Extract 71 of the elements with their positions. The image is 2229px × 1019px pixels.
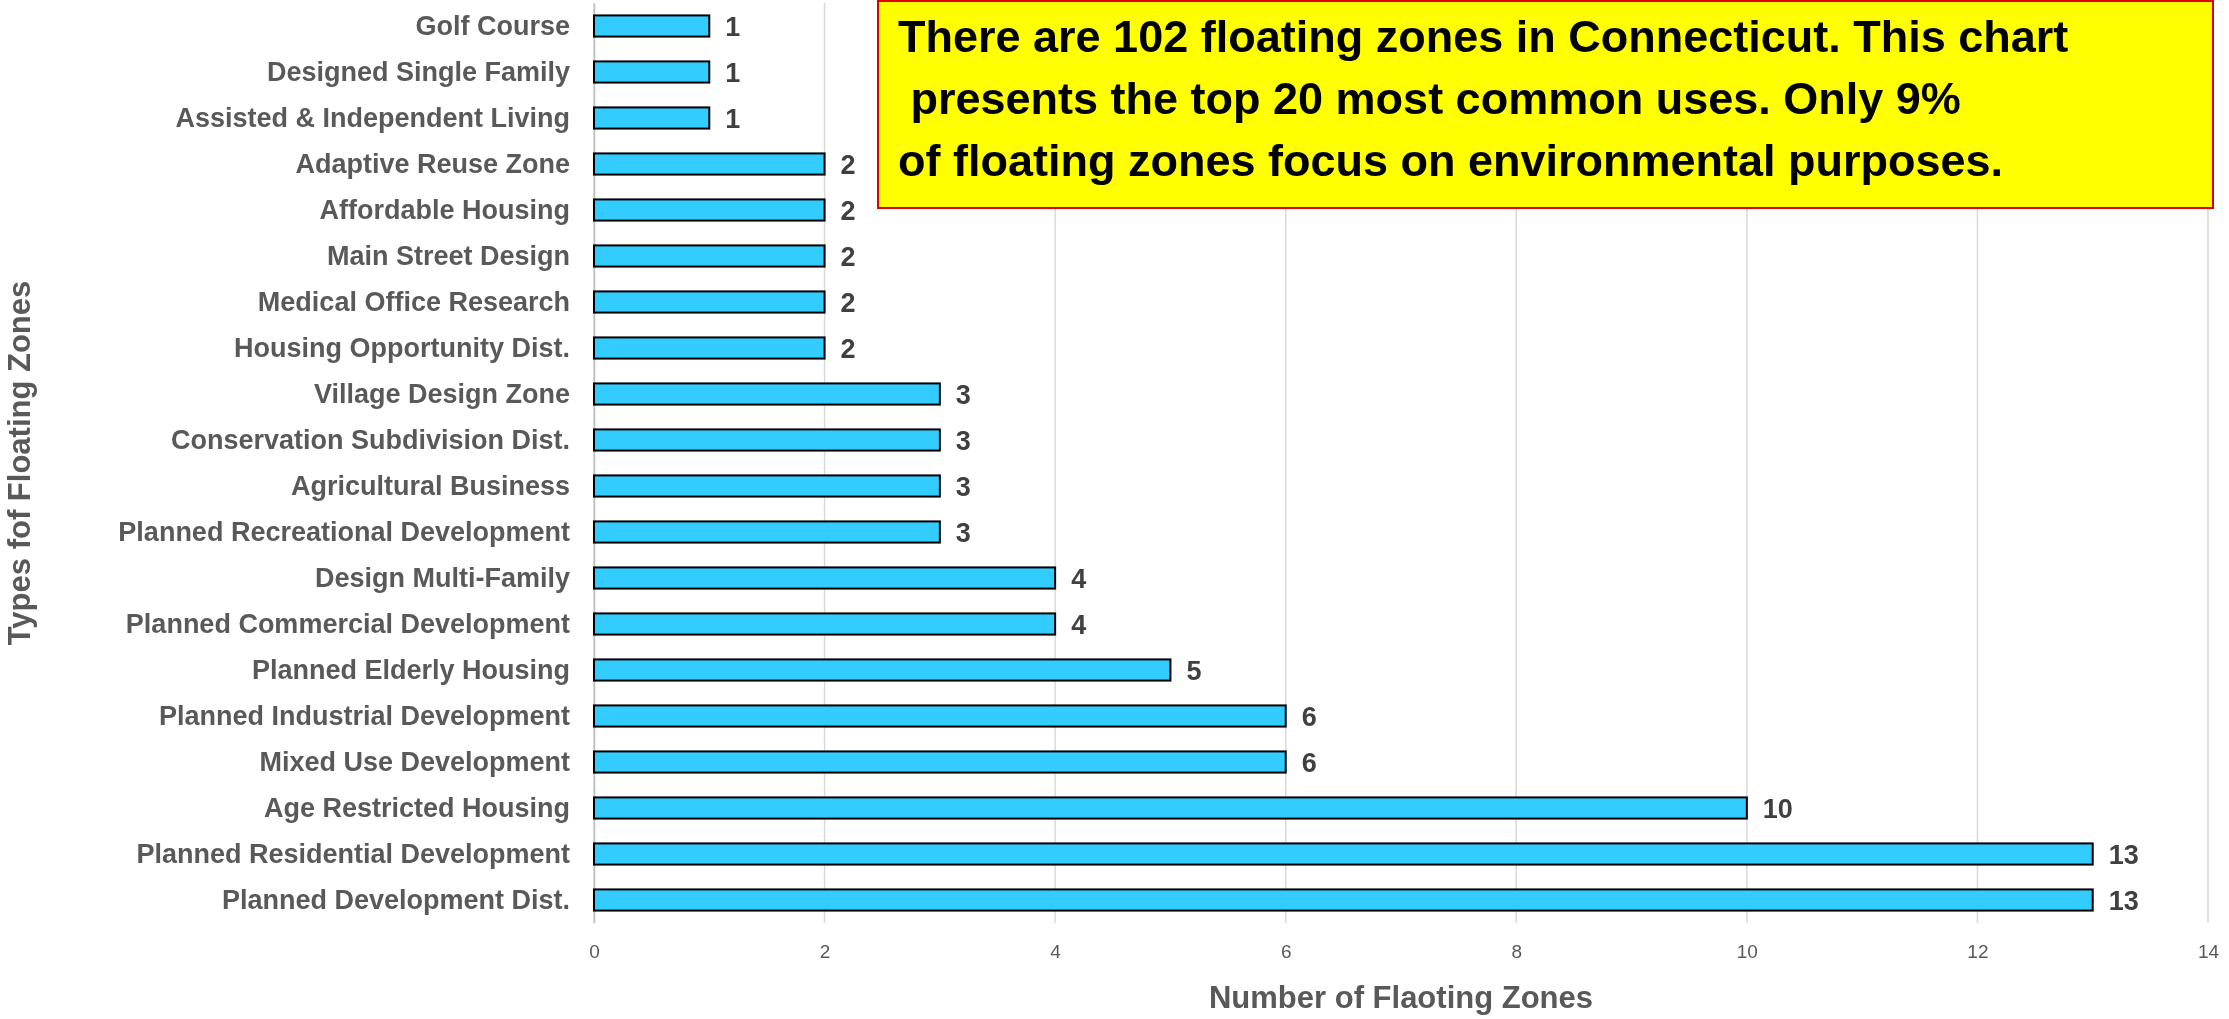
x-tick-label: 2 — [819, 941, 831, 963]
y-axis-title: Types fof Floating Zones — [2, 280, 37, 646]
bar — [593, 290, 826, 314]
data-label: 13 — [2108, 839, 2139, 870]
data-label: 6 — [1301, 747, 1317, 778]
data-label: 3 — [955, 425, 971, 456]
y-tick-label: Planned Development Dist. — [221, 884, 570, 915]
data-label: 2 — [840, 195, 856, 226]
data-label: 4 — [1071, 609, 1087, 640]
bar — [593, 336, 826, 360]
y-tick-label: Planned Industrial Development — [158, 700, 571, 731]
bar — [593, 842, 2094, 866]
y-tick-label: Mixed Use Development — [259, 746, 571, 777]
bar — [593, 198, 826, 222]
bar — [593, 796, 1748, 820]
bar — [593, 382, 941, 406]
x-tick-label: 12 — [1967, 941, 1989, 963]
data-label: 1 — [725, 57, 741, 88]
x-tick-label: 8 — [1511, 941, 1523, 963]
data-label: 5 — [1186, 655, 1202, 686]
bar — [593, 474, 941, 498]
bar — [593, 704, 1287, 728]
y-tick-label: Designed Single Family — [266, 56, 570, 87]
x-tick-label: 6 — [1280, 941, 1292, 963]
data-label: 3 — [955, 471, 971, 502]
y-tick-label: Age Restricted Housing — [263, 792, 570, 823]
bar — [593, 612, 1057, 636]
y-tick-label: Planned Elderly Housing — [251, 654, 570, 685]
y-tick-label: Design Multi-Family — [314, 562, 570, 593]
y-tick-label: Conservation Subdivision Dist. — [170, 424, 570, 455]
data-label: 1 — [725, 11, 741, 42]
bar — [593, 106, 711, 130]
x-tick-label: 14 — [2197, 941, 2220, 963]
y-tick-label: Affordable Housing — [319, 194, 570, 225]
bar — [593, 750, 1287, 774]
data-label: 2 — [840, 149, 856, 180]
y-tick-label: Main Street Design — [326, 240, 570, 271]
bar — [593, 428, 941, 452]
x-tick-label: 10 — [1736, 941, 1758, 963]
bar — [593, 14, 711, 38]
y-tick-label: Planned Recreational Development — [118, 516, 570, 547]
y-tick-label: Golf Course — [415, 10, 570, 41]
y-tick-label: Housing Opportunity Dist. — [234, 332, 570, 363]
y-tick-label: Assisted & Independent Living — [175, 102, 570, 133]
data-label: 1 — [725, 103, 741, 134]
x-tick-label: 4 — [1050, 941, 1062, 963]
bar — [593, 658, 1172, 682]
y-tick-label: Adaptive Reuse Zone — [295, 148, 570, 179]
data-label: 3 — [955, 379, 971, 410]
data-label: 2 — [840, 333, 856, 364]
data-label: 13 — [2108, 885, 2139, 916]
bar — [593, 244, 826, 268]
y-tick-label: Planned Residential Development — [136, 838, 571, 869]
bar — [593, 60, 711, 84]
data-label: 10 — [1762, 793, 1793, 824]
data-label: 4 — [1071, 563, 1087, 594]
data-label: 6 — [1301, 701, 1317, 732]
x-axis-title: Number of Flaoting Zones — [1208, 980, 1594, 1015]
data-label: 2 — [840, 241, 856, 272]
x-tick-label: 0 — [589, 941, 600, 963]
annotation: There are 102 floating zones in Connecticut. This chart presents the top 20 most common uses. Only 9% of floating zones focus on environmental purposes. — [898, 11, 2069, 186]
bar — [593, 152, 826, 176]
bar — [593, 566, 1057, 590]
data-label: 3 — [955, 517, 971, 548]
bar — [593, 520, 941, 544]
y-tick-label: Medical Office Research — [257, 286, 570, 317]
y-tick-label: Agricultural Business — [290, 470, 570, 501]
data-label: 2 — [840, 287, 856, 318]
y-tick-label: Planned Commercial Development — [125, 608, 570, 639]
bar — [593, 888, 2094, 912]
y-tick-label: Village Design Zone — [313, 378, 570, 409]
